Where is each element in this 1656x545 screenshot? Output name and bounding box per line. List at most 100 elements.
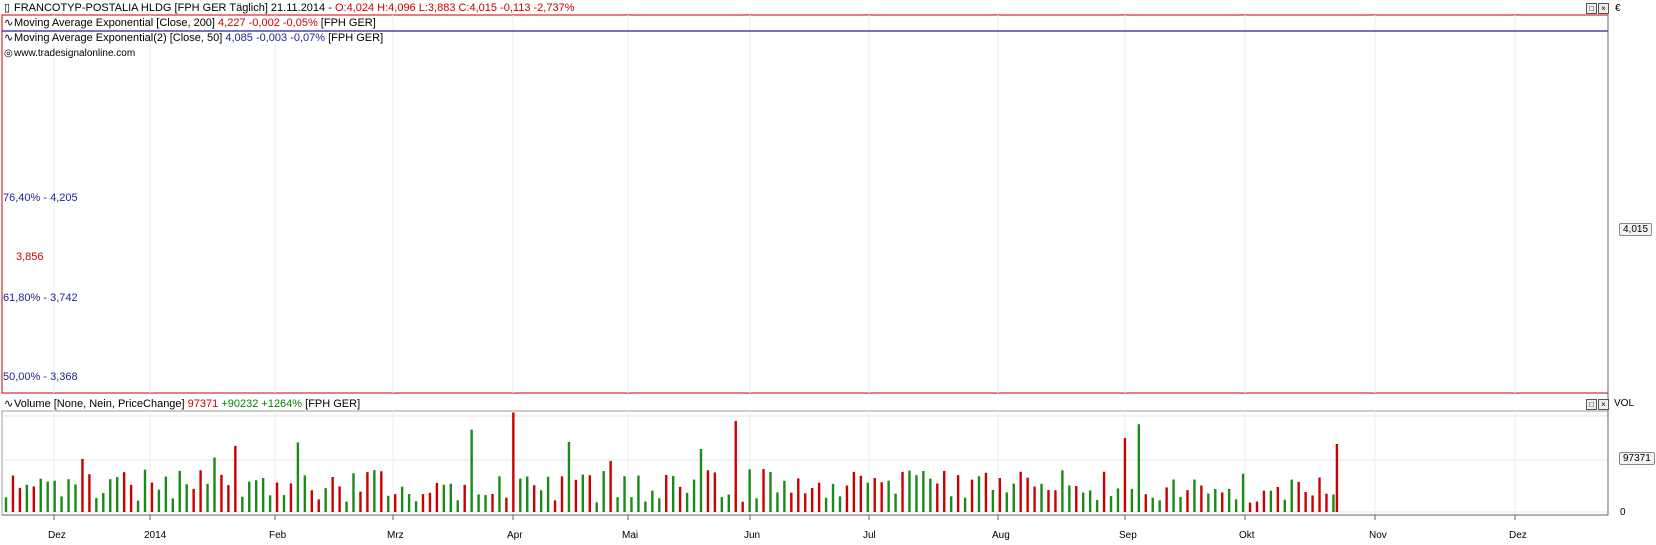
volume-bar <box>95 498 98 512</box>
volume-bar <box>463 484 466 512</box>
volume-bar <box>706 470 710 512</box>
volume-bar <box>824 497 828 512</box>
volume-bar <box>1172 479 1175 512</box>
volume-bar <box>352 473 355 512</box>
volume-bar <box>776 492 779 512</box>
volume-bar <box>289 483 293 512</box>
volume-bar <box>1207 493 1210 512</box>
volume-bar <box>1109 496 1113 512</box>
volume-bar-last <box>1335 444 1339 512</box>
volume-bar <box>539 490 543 512</box>
volume-bar <box>178 470 181 512</box>
volume-bar <box>227 485 230 512</box>
volume-bar <box>268 495 272 512</box>
currency-label: € <box>1615 3 1621 14</box>
volume-bar <box>1241 473 1245 512</box>
volume-bar <box>943 470 946 512</box>
volume-bar <box>956 475 960 512</box>
price-panel <box>1 14 1609 394</box>
website-label[interactable]: ◎www.tradesignalonline.com <box>4 48 136 59</box>
volume-bar <box>338 486 341 512</box>
volume-bar <box>220 474 223 512</box>
volume-bar <box>1005 492 1008 512</box>
volume-bar <box>1200 485 1203 512</box>
volume-bar <box>88 474 91 512</box>
close-icon[interactable]: × <box>1598 3 1609 14</box>
close-icon[interactable]: × <box>1598 399 1609 410</box>
volume-bar <box>984 472 988 512</box>
ema50-header[interactable]: ∿Moving Average Exponential(2) [Close, 5… <box>4 32 384 44</box>
maximize-icon[interactable]: □ <box>1586 399 1597 410</box>
ema200-header[interactable]: ∿Moving Average Exponential [Close, 200]… <box>4 17 376 29</box>
volume-bar <box>546 476 550 512</box>
volume-bar <box>498 476 501 512</box>
volume-bar <box>1012 483 1015 512</box>
volume-bar <box>567 441 571 512</box>
volume-bar <box>526 476 529 512</box>
volume-bar <box>317 499 320 512</box>
volume-bar <box>310 490 313 512</box>
volume-bar <box>1137 424 1141 512</box>
volume-bar <box>1193 479 1196 512</box>
volume-bar <box>387 495 390 512</box>
volume-bar <box>901 471 904 512</box>
volume-bar <box>407 493 411 512</box>
volume-bar <box>484 495 487 512</box>
volume-bar <box>234 445 237 512</box>
maximize-icon[interactable]: □ <box>1586 3 1597 14</box>
volume-bar <box>366 472 369 512</box>
volume-bar <box>254 480 258 512</box>
month-label: Okt <box>1239 530 1255 541</box>
volume-bar <box>929 478 932 512</box>
volume-bar <box>949 496 953 512</box>
volume-bar <box>630 497 633 512</box>
volume-bar <box>129 484 133 512</box>
volume-bar <box>574 479 578 512</box>
volume-bar <box>783 480 786 512</box>
volume-bar <box>60 496 63 512</box>
volume-bar <box>164 476 168 512</box>
volume-bar <box>658 498 661 512</box>
volume-bar <box>115 477 119 512</box>
volume-header[interactable]: ∿Volume [None, Nein, PriceChange] 97371 … <box>4 398 361 410</box>
volume-bar <box>1186 490 1189 512</box>
volume-bar <box>602 471 605 512</box>
volume-bar <box>595 502 598 512</box>
volume-bar <box>400 486 404 512</box>
volume-bar <box>470 429 473 512</box>
volume-bar <box>213 457 216 512</box>
volume-bar <box>817 482 821 512</box>
volume-bar <box>1033 486 1036 512</box>
month-label: Aug <box>992 530 1010 541</box>
volume-bar <box>241 496 244 512</box>
volume-bar <box>449 483 452 512</box>
volume-bar <box>797 478 800 512</box>
volume-bar <box>171 498 174 512</box>
volume-bar <box>32 486 35 512</box>
volume-bar <box>1262 490 1266 512</box>
month-label: Mai <box>622 530 639 541</box>
volume-bar <box>11 475 15 512</box>
month-label: Jun <box>744 530 761 541</box>
volume-bar <box>1179 496 1182 512</box>
month-label: Sep <box>1119 530 1137 541</box>
volume-bar <box>373 470 376 512</box>
volume-bar <box>1318 477 1321 512</box>
volume-bar <box>1214 489 1217 512</box>
volume-bar <box>1130 488 1134 512</box>
volume-bar <box>734 421 737 512</box>
volume-bar <box>887 480 890 512</box>
volume-bar <box>1102 471 1106 512</box>
volume-bar <box>581 474 585 512</box>
volume-bar <box>838 496 842 512</box>
volume-bar <box>1165 487 1168 512</box>
volume-bar <box>1040 483 1043 512</box>
volume-bar <box>81 458 84 512</box>
volume-bar <box>810 487 814 512</box>
month-label: Dez <box>48 530 66 541</box>
volume-bar <box>908 470 911 512</box>
volume-bar <box>1227 488 1231 512</box>
volume-bar <box>199 470 202 512</box>
volume-bar <box>1088 490 1092 512</box>
volume-bar <box>303 475 307 512</box>
